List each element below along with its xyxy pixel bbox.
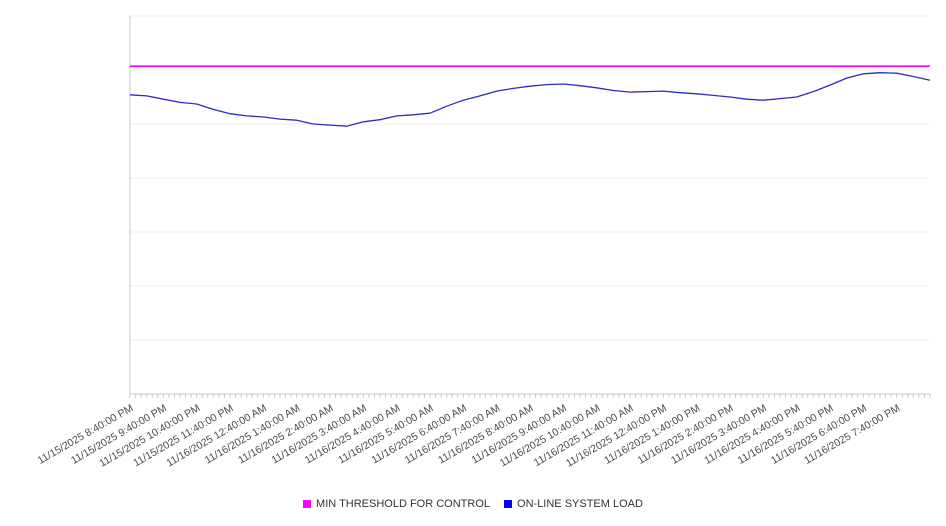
legend-label-threshold: MIN THRESHOLD FOR CONTROL	[316, 498, 491, 510]
legend-swatch-threshold	[303, 500, 312, 508]
legend-label-load: ON-LINE SYSTEM LOAD	[517, 498, 643, 510]
legend-swatch-load	[504, 500, 513, 508]
chart-legend: MIN THRESHOLD FOR CONTROL ON-LINE SYSTEM…	[0, 498, 946, 510]
legend-item-min-threshold[interactable]: MIN THRESHOLD FOR CONTROL	[303, 498, 490, 510]
load-line	[129, 72, 931, 127]
legend-item-system-load[interactable]: ON-LINE SYSTEM LOAD	[504, 498, 643, 510]
